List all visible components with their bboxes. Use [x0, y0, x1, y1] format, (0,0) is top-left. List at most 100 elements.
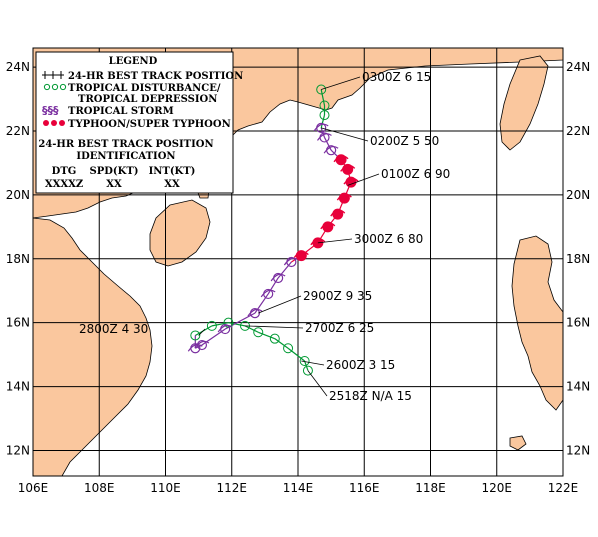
fix-leader-line — [258, 295, 302, 314]
fix-leader-line — [198, 328, 206, 336]
legend-id-title-2: IDENTIFICATION — [76, 151, 175, 162]
track-segment — [320, 114, 326, 129]
fix-leader-line — [317, 238, 353, 244]
fix-label: 2700Z 6 25 — [305, 321, 374, 335]
land-indochina — [33, 217, 153, 476]
lon-tick-label: 110E — [150, 481, 181, 495]
typhoon-icon — [43, 120, 65, 126]
track-point-storm-arm — [217, 324, 233, 333]
lat-tick-label-left: 20N — [6, 188, 30, 202]
lat-tick-label-left: 16N — [6, 316, 30, 330]
track-point-disturbance — [269, 333, 280, 344]
legend-item-typhoon: TYPHOON/SUPER TYPHOON — [68, 119, 231, 130]
lat-tick-label-right: 12N — [566, 443, 590, 457]
track-segment — [274, 338, 289, 349]
track-point-typhoon-arm — [343, 177, 359, 185]
svg-text:§§§: §§§ — [42, 104, 59, 117]
lon-tick-label: 122E — [548, 481, 579, 495]
fix-leader-line — [244, 325, 304, 329]
track-segment — [287, 347, 305, 362]
legend-fmt-dtg: XXXXZ — [45, 179, 83, 190]
fix-label: 2518Z N/A 15 — [329, 389, 412, 403]
lat-tick-label-right: 16N — [566, 316, 590, 330]
legend-item-track: 24-HR BEST TRACK POSITION — [68, 71, 243, 82]
track-segment — [277, 261, 292, 279]
lat-tick-label-left: 22N — [6, 124, 30, 138]
fix-label: 2800Z 4 30 — [79, 322, 148, 336]
track-point-disturbance — [319, 110, 330, 121]
lon-tick-label: 116E — [349, 481, 380, 495]
legend-fmt-spd: XX — [106, 179, 122, 190]
fix-label: 0200Z 5 50 — [370, 134, 439, 148]
lon-tick-label: 112E — [217, 481, 248, 495]
fix-label: 0100Z 6 90 — [381, 167, 450, 181]
track-point-typhoon-arm — [310, 238, 326, 246]
land-islet — [509, 435, 527, 451]
lat-tick-label-right: 14N — [566, 380, 590, 394]
track-segment — [211, 322, 229, 327]
track-point-storm-arm — [283, 257, 299, 266]
track-point-storm-arm — [270, 273, 286, 282]
track-point-storm-arm — [260, 289, 276, 298]
track-point-storm-arm — [187, 343, 203, 352]
fix-label: 2600Z 3 15 — [326, 358, 395, 372]
storm-track — [187, 84, 359, 376]
map-frame — [32, 47, 564, 477]
legend-col-spd: SPD(KT) — [89, 166, 138, 177]
fix-leader-line — [347, 173, 380, 186]
legend-item-disturbance-2: TROPICAL DEPRESSION — [78, 94, 217, 105]
track-position-icon — [42, 71, 64, 79]
track-segment — [258, 331, 276, 340]
track-point-storm-arm — [323, 145, 339, 154]
legend-item-storm: TROPICAL STORM — [68, 106, 174, 117]
track-point-disturbance — [302, 365, 313, 376]
track-point-storm-arm — [313, 123, 329, 132]
legend-col-int: INT(KT) — [149, 166, 196, 177]
track-point-typhoon-arm — [336, 193, 352, 201]
track-segment — [304, 360, 309, 371]
track-point-disturbance — [253, 327, 264, 338]
fix-label: 3000Z 6 80 — [354, 232, 423, 246]
lat-tick-label-left: 14N — [6, 380, 30, 394]
fix-labels: 2518Z N/A 15 2600Z 3 15 2700Z 6 25 2800Z 4 … — [79, 70, 450, 403]
land-taiwan — [499, 55, 549, 151]
track-point-storm-arm — [247, 308, 263, 317]
lat-tick-label-left: 12N — [6, 443, 30, 457]
lat-tick-label-left: 24N — [6, 60, 30, 74]
lon-tick-label: 118E — [415, 481, 446, 495]
track-point-typhoon-arm — [293, 251, 309, 259]
track-point-typhoon-arm — [330, 209, 346, 217]
legend: LEGEND 24-HR BEST TRACK POSITION TROPICA… — [35, 51, 243, 194]
track-point-typhoon-arm — [320, 222, 336, 230]
axis-tick-labels: 106E 108E 110E 112E 114E 116E 118E 120E 122E 12N 1… — [6, 60, 591, 495]
lon-tick-label: 106E — [18, 481, 49, 495]
lon-tick-label: 108E — [84, 481, 115, 495]
fix-leader-line — [321, 127, 369, 142]
legend-fmt-int: XX — [164, 179, 180, 190]
legend-title: LEGEND — [109, 56, 158, 67]
track-segment — [320, 89, 326, 106]
track-point-storm-arm — [194, 340, 210, 349]
lat-tick-label-right: 24N — [566, 60, 590, 74]
track-point-disturbance — [206, 320, 217, 331]
track-point-typhoon-arm — [333, 155, 349, 163]
fix-label: 2900Z 9 35 — [303, 289, 372, 303]
track-point-disturbance — [316, 84, 327, 95]
track-point-disturbance — [319, 100, 330, 111]
lat-tick-label-right: 22N — [566, 124, 590, 138]
legend-box — [35, 51, 234, 194]
lon-tick-label: 114E — [283, 481, 314, 495]
legend-item-disturbance: TROPICAL DISTURBANCE/ — [68, 83, 221, 94]
track-point-disturbance — [299, 356, 310, 367]
track-segment — [267, 277, 279, 295]
track-segment — [244, 325, 259, 333]
fix-leader-line — [307, 370, 328, 397]
track-point-disturbance — [283, 343, 294, 354]
track-point-typhoon-arm — [340, 164, 356, 172]
lon-tick-label: 120E — [482, 481, 513, 495]
fix-leader-line — [301, 360, 325, 366]
tropical-storm-icon: §§§ — [42, 104, 59, 117]
lat-tick-label-right: 18N — [566, 252, 590, 266]
lat-tick-label-left: 18N — [6, 252, 30, 266]
